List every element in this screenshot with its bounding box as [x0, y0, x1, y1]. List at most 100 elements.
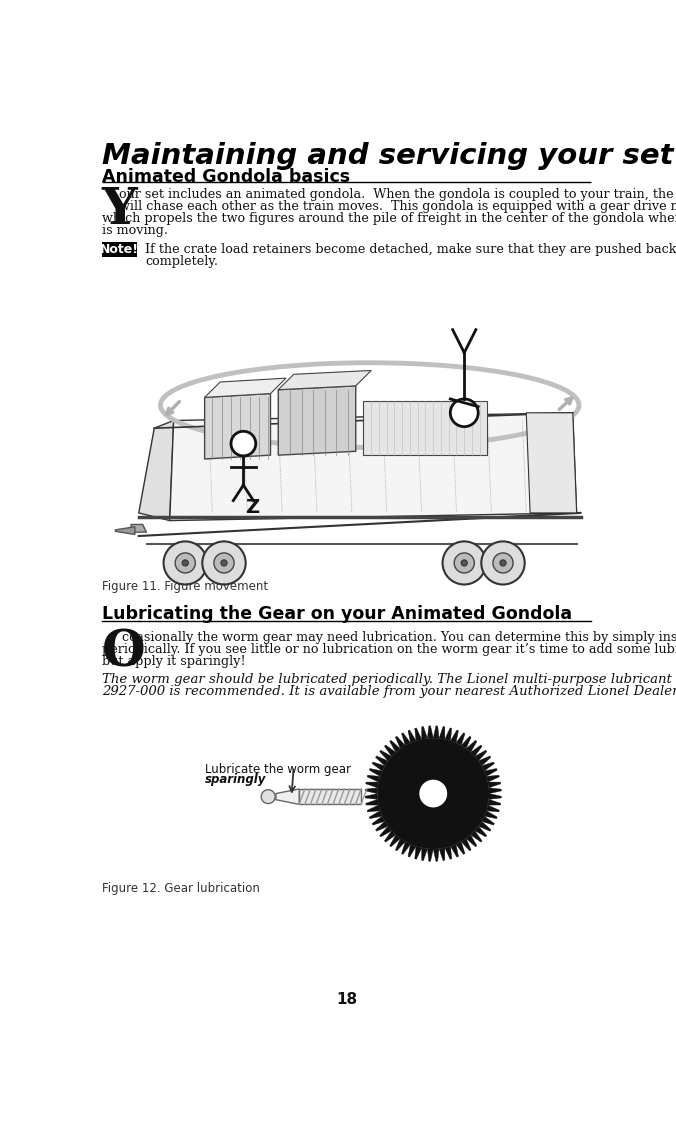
- Polygon shape: [461, 737, 471, 749]
- Text: 2927-000 is recommended. It is available from your nearest Authorized Lionel Dea: 2927-000 is recommended. It is available…: [101, 686, 676, 698]
- Polygon shape: [450, 730, 458, 742]
- Polygon shape: [279, 385, 356, 455]
- Polygon shape: [380, 750, 392, 760]
- Text: Note!: Note!: [100, 243, 139, 255]
- Polygon shape: [422, 727, 427, 739]
- Polygon shape: [526, 412, 577, 513]
- Polygon shape: [170, 412, 577, 521]
- Polygon shape: [139, 420, 174, 521]
- Polygon shape: [376, 822, 388, 832]
- Polygon shape: [486, 775, 500, 782]
- Polygon shape: [402, 842, 410, 854]
- Circle shape: [481, 541, 525, 584]
- Polygon shape: [488, 799, 501, 805]
- Circle shape: [500, 559, 506, 566]
- Polygon shape: [466, 835, 477, 846]
- Polygon shape: [427, 725, 433, 738]
- Polygon shape: [489, 788, 502, 793]
- Polygon shape: [380, 826, 392, 837]
- Polygon shape: [279, 371, 371, 390]
- Circle shape: [164, 541, 207, 584]
- Polygon shape: [369, 810, 382, 818]
- Text: Animated Gondola basics: Animated Gondola basics: [101, 168, 349, 186]
- Polygon shape: [484, 810, 498, 818]
- Polygon shape: [439, 727, 445, 739]
- Bar: [299, 789, 361, 805]
- Text: ccasionally the worm gear may need lubrication. You can determine this by simply: ccasionally the worm gear may need lubri…: [122, 631, 676, 644]
- Polygon shape: [445, 728, 452, 741]
- Polygon shape: [408, 844, 416, 858]
- Text: Y: Y: [101, 185, 137, 235]
- Polygon shape: [366, 799, 379, 805]
- Polygon shape: [376, 756, 388, 766]
- Polygon shape: [461, 838, 471, 851]
- Polygon shape: [489, 793, 502, 799]
- Polygon shape: [131, 524, 147, 532]
- Polygon shape: [205, 379, 286, 398]
- Polygon shape: [445, 846, 452, 859]
- Polygon shape: [422, 848, 427, 861]
- Polygon shape: [395, 838, 406, 851]
- Text: periodically. If you see little or no lubrication on the worm gear it’s time to : periodically. If you see little or no lu…: [101, 643, 676, 655]
- Polygon shape: [385, 745, 396, 756]
- Polygon shape: [116, 527, 135, 534]
- Text: but apply it sparingly!: but apply it sparingly!: [101, 654, 245, 668]
- Text: Maintaining and servicing your set: Maintaining and servicing your set: [101, 141, 673, 170]
- Circle shape: [221, 559, 227, 566]
- Circle shape: [443, 541, 486, 584]
- Polygon shape: [481, 762, 494, 771]
- Text: The worm gear should be lubricated periodically. The Lionel multi-purpose lubric: The worm gear should be lubricated perio…: [101, 672, 676, 686]
- Text: sparingly: sparingly: [205, 773, 266, 785]
- Circle shape: [493, 553, 513, 573]
- Polygon shape: [484, 768, 498, 776]
- Text: Lubricate the worm gear: Lubricate the worm gear: [205, 763, 351, 776]
- Polygon shape: [466, 740, 477, 753]
- Polygon shape: [470, 831, 482, 842]
- Polygon shape: [372, 762, 385, 771]
- Polygon shape: [456, 842, 465, 854]
- Polygon shape: [372, 816, 385, 825]
- Polygon shape: [433, 849, 439, 861]
- Polygon shape: [389, 740, 400, 753]
- Text: Figure 11. Figure movement: Figure 11. Figure movement: [101, 580, 268, 593]
- Polygon shape: [415, 846, 422, 859]
- Text: Lubricating the Gear on your Animated Gondola: Lubricating the Gear on your Animated Go…: [101, 606, 572, 624]
- Polygon shape: [470, 745, 482, 756]
- Polygon shape: [450, 844, 458, 858]
- Text: Z: Z: [245, 498, 259, 518]
- Polygon shape: [395, 737, 406, 749]
- Circle shape: [231, 432, 256, 455]
- Polygon shape: [205, 393, 270, 459]
- Text: will chase each other as the train moves.  This gondola is equipped with a gear : will chase each other as the train moves…: [118, 200, 676, 212]
- Circle shape: [377, 738, 489, 849]
- Text: If the crate load retainers become detached, make sure that they are pushed back: If the crate load retainers become detac…: [145, 243, 676, 255]
- Polygon shape: [367, 775, 380, 782]
- Polygon shape: [364, 401, 487, 455]
- Circle shape: [450, 399, 478, 427]
- Polygon shape: [456, 733, 465, 746]
- Text: our set includes an animated gondola.  When the gondola is coupled to your train: our set includes an animated gondola. Wh…: [120, 188, 676, 201]
- Polygon shape: [365, 788, 378, 793]
- Circle shape: [182, 559, 189, 566]
- Polygon shape: [369, 768, 382, 776]
- Text: 18: 18: [336, 992, 357, 1007]
- Circle shape: [454, 553, 475, 573]
- Polygon shape: [479, 756, 491, 766]
- Circle shape: [261, 790, 275, 803]
- Polygon shape: [415, 728, 422, 741]
- Polygon shape: [367, 805, 380, 812]
- Circle shape: [202, 541, 245, 584]
- Text: O: O: [101, 628, 145, 677]
- Text: is moving.: is moving.: [101, 224, 168, 237]
- Polygon shape: [427, 849, 433, 861]
- Polygon shape: [385, 831, 396, 842]
- Circle shape: [419, 780, 448, 808]
- Polygon shape: [402, 733, 410, 746]
- Polygon shape: [475, 826, 487, 837]
- Polygon shape: [439, 848, 445, 861]
- Polygon shape: [365, 793, 378, 799]
- Polygon shape: [366, 782, 379, 788]
- Circle shape: [461, 559, 467, 566]
- Polygon shape: [479, 822, 491, 832]
- Text: completely.: completely.: [145, 254, 218, 268]
